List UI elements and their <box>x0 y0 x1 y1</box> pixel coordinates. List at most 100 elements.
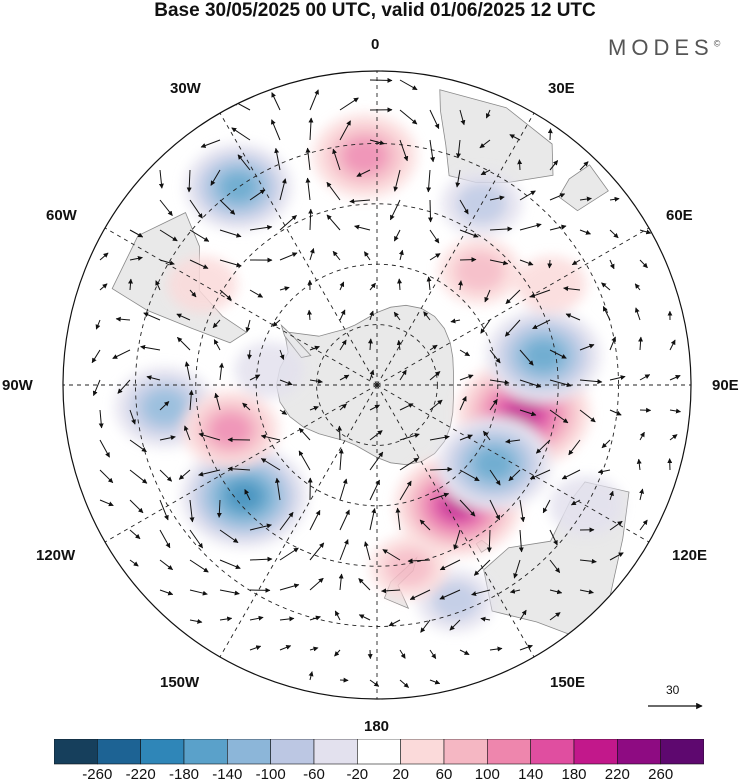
wind-vector-217 <box>298 450 311 471</box>
lon-label-30w: 30W <box>170 80 201 97</box>
wind-vector-8 <box>429 109 440 130</box>
wind-vector-224 <box>508 469 521 482</box>
chart-title: Base 30/05/2025 00 UTC, valid 01/06/2025… <box>154 0 596 21</box>
wind-vector-56 <box>189 229 210 242</box>
wind-vector-170 <box>98 409 104 429</box>
wind-vector-106 <box>529 289 551 298</box>
wind-vector-17 <box>399 139 409 162</box>
colorbar-tick-label: -260 <box>82 766 113 783</box>
wind-vector-68 <box>549 224 567 231</box>
wind-vector-320 <box>489 646 503 652</box>
reference-vector-arrow <box>648 702 703 710</box>
wind-vector-5 <box>339 97 359 111</box>
wind-vector-231 <box>129 499 144 514</box>
wind-vector-279 <box>473 559 491 576</box>
wind-vector-192 <box>159 435 176 441</box>
wind-vector-239 <box>369 479 380 501</box>
wind-vector-275 <box>363 541 371 561</box>
wind-vector-111 <box>115 316 131 322</box>
wind-vector-117 <box>307 309 313 321</box>
wind-vector-108 <box>601 282 611 291</box>
wind-vector-139 <box>367 338 373 351</box>
wind-vector-12 <box>231 127 251 141</box>
wind-vector-158 <box>339 374 350 381</box>
wind-vector-250 <box>159 529 171 549</box>
wind-vector-23 <box>158 169 164 189</box>
wind-vector-270 <box>219 559 241 569</box>
wind-vector-162 <box>459 374 474 381</box>
wind-vector-259 <box>419 519 431 531</box>
wind-vector-176 <box>279 409 288 415</box>
wind-vector-34 <box>480 169 491 176</box>
wind-vector-66 <box>489 226 513 232</box>
wind-vector-263 <box>549 529 558 546</box>
anomaly-contour-12-1 <box>431 581 480 620</box>
wind-vector-266 <box>639 519 648 531</box>
colorbar-tick-label: -180 <box>168 766 200 783</box>
wind-vector-70 <box>609 229 619 239</box>
wind-vector-18 <box>429 139 436 163</box>
wind-vector-292 <box>381 588 401 594</box>
colorbar-tick-label: 20 <box>392 766 410 783</box>
wind-vector-171 <box>129 409 136 425</box>
wind-vector-258 <box>395 507 401 531</box>
wind-vector-302 <box>279 616 295 622</box>
wind-vector-191 <box>129 439 147 453</box>
wind-vector-141 <box>429 344 438 351</box>
wind-vector-140 <box>396 339 402 351</box>
wind-vector-304 <box>334 610 341 621</box>
wind-vector-253 <box>249 523 272 531</box>
wind-vector-298 <box>579 589 594 595</box>
wind-vector-198 <box>337 425 343 441</box>
anomaly-contour-8-2 <box>209 412 253 448</box>
wind-vector-149 <box>669 339 676 351</box>
colorbar-swatch-12 <box>573 739 618 765</box>
wind-vector-47 <box>427 199 433 223</box>
wind-vector-9 <box>459 109 466 126</box>
wind-vector-57 <box>219 229 242 238</box>
colorbar-swatch-8 <box>400 739 445 765</box>
wind-vector-169 <box>669 375 681 381</box>
wind-vector-83 <box>429 253 441 261</box>
wind-vector-114 <box>212 319 221 329</box>
wind-vector-306 <box>388 619 401 627</box>
wind-vector-133 <box>177 337 191 351</box>
wind-vector-7 <box>399 109 418 125</box>
wind-vector-32 <box>426 169 432 193</box>
anomaly-contour-4-3 <box>473 447 514 480</box>
lon-label-30e: 30E <box>548 80 575 97</box>
colorbar-tick-label: 140 <box>518 766 544 783</box>
wind-vector-97 <box>279 286 290 292</box>
wind-vector-137 <box>309 345 320 351</box>
wind-vector-308 <box>449 619 461 631</box>
wind-vector-223 <box>489 469 501 486</box>
wind-vector-51 <box>549 193 566 201</box>
wind-vector-247 <box>609 490 614 501</box>
wind-vector-93 <box>155 280 161 291</box>
colorbar-tick-label: 180 <box>561 766 587 783</box>
wind-vector-312 <box>249 645 262 651</box>
wind-vector-90 <box>639 259 648 269</box>
wind-vector-110 <box>95 319 101 330</box>
wind-vector-28 <box>305 147 311 171</box>
wind-vector-42 <box>279 178 287 201</box>
wind-vector-276 <box>382 549 401 561</box>
wind-vector-37 <box>579 161 589 171</box>
anomaly-contour-16-1 <box>385 548 434 587</box>
wind-vector-324 <box>369 679 380 687</box>
wind-vector-69 <box>579 229 591 235</box>
wind-vector-49 <box>489 195 505 201</box>
wind-vector-197 <box>298 427 311 441</box>
lon-label-150e: 150E <box>550 674 586 691</box>
wind-vector-84 <box>459 257 477 263</box>
wind-vector-256 <box>339 509 350 531</box>
latitude-circle <box>316 324 438 446</box>
wind-vector-265 <box>609 520 623 531</box>
wind-vector-326 <box>429 679 441 685</box>
wind-vector-128 <box>634 307 641 321</box>
wind-vector-102 <box>426 276 432 291</box>
wind-vector-206 <box>568 439 581 456</box>
wind-vector-138 <box>339 339 347 351</box>
wind-vector-300 <box>219 616 233 622</box>
